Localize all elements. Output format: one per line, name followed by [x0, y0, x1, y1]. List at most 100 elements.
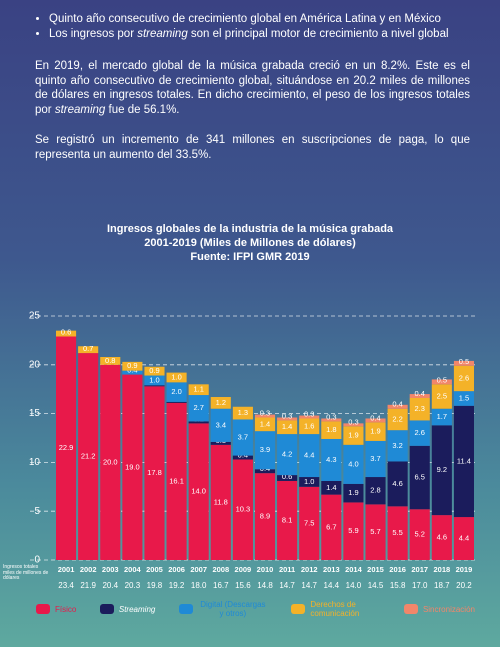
value-label: 1.9	[370, 427, 380, 436]
bar-segment	[56, 336, 77, 560]
total-label: 18.7	[434, 581, 450, 590]
y-tick-label: 25	[29, 311, 41, 322]
bar-segment	[254, 414, 276, 418]
bar-segment	[166, 401, 187, 403]
x-tick-label: 2011	[279, 565, 295, 574]
bar-segment	[188, 423, 209, 560]
bar-segment	[409, 509, 430, 560]
bar-segment	[166, 372, 187, 383]
total-label: 21.9	[80, 581, 96, 590]
x-tick-label: 2013	[323, 565, 340, 574]
bar-segment	[365, 418, 386, 423]
x-tick-label: 2005	[146, 565, 163, 574]
bar-segment	[122, 370, 143, 375]
legend-icon	[178, 604, 193, 614]
bar-segment	[188, 395, 209, 422]
total-label: 18.0	[191, 581, 207, 590]
value-label: 3.7	[370, 454, 380, 463]
bar-segment	[299, 477, 320, 487]
bar-segment	[321, 480, 342, 495]
total-label: 20.3	[125, 581, 141, 590]
bar-segment	[343, 483, 364, 503]
value-label: 2.7	[193, 403, 203, 412]
value-label: 4.3	[326, 455, 336, 464]
bar-segment	[453, 360, 474, 366]
x-tick-label: 2009	[235, 565, 252, 574]
bar-segment	[254, 473, 276, 560]
bar-segment	[299, 418, 320, 435]
bar-segment	[431, 515, 452, 560]
value-label: 1.0	[149, 375, 159, 384]
bar-segment	[254, 431, 276, 470]
legend-label: Sincronización	[422, 604, 475, 614]
bar-segment	[232, 459, 253, 560]
bar-segment	[144, 375, 165, 386]
total-label: 14.5	[368, 581, 384, 590]
legend-icon	[403, 604, 418, 614]
bar-segment	[254, 469, 276, 474]
bar-segment	[299, 434, 320, 478]
value-label: 1.6	[304, 421, 314, 430]
chart-titles: Ingresos globales de la industria de la …	[0, 222, 500, 264]
legend-label: Digital (Descargas y otros)	[200, 600, 266, 618]
value-label: 3.4	[216, 420, 226, 429]
total-label: 19.8	[147, 581, 163, 590]
legend-swatch	[99, 604, 114, 614]
value-label: 1.1	[193, 385, 203, 394]
bar-segment	[210, 444, 231, 560]
chart-source: Fuente: IFPI GMR 2019	[190, 251, 310, 263]
legend-item: Sincronización	[403, 600, 475, 618]
x-tick-label: 2002	[80, 565, 97, 574]
value-label: 1.4	[326, 483, 336, 492]
value-label: 2.0	[171, 387, 181, 396]
value-label: 3.2	[392, 441, 402, 450]
total-label: 15.6	[235, 581, 251, 590]
bar-segment	[387, 430, 408, 462]
value-label: 0.7	[83, 344, 93, 353]
bar-segment	[387, 404, 408, 409]
value-label: 0.6	[282, 472, 292, 481]
value-label: 4.6	[392, 479, 402, 488]
bar-segment	[453, 391, 474, 406]
legend-icon	[36, 604, 50, 614]
value-label: 2.6	[415, 428, 425, 437]
intro: Quinto año consecutivo de crecimiento gl…	[35, 12, 470, 178]
legend-swatch	[178, 604, 193, 614]
total-label: 16.7	[213, 581, 229, 590]
value-label: 1.5	[459, 393, 469, 402]
bar-segment	[365, 422, 386, 441]
x-tick-label: 2001	[58, 565, 75, 574]
emphasis: streaming	[137, 27, 188, 40]
bar-segment	[254, 417, 276, 432]
bar-segment	[343, 502, 364, 560]
value-label: 5.9	[348, 526, 358, 535]
bar-segment	[321, 494, 342, 560]
bar-segment	[343, 426, 364, 445]
bar-segment	[453, 517, 474, 560]
value-label: 0.5	[437, 375, 447, 384]
bar-segment	[188, 384, 209, 396]
value-label: 11.8	[214, 497, 228, 506]
bar-segment	[210, 408, 231, 442]
value-label: 0.4	[415, 389, 425, 398]
value-label: 0.3	[304, 409, 314, 418]
value-label: 22.9	[59, 443, 74, 452]
y-axis-label: Ingresos totales miles de millones de dó…	[3, 564, 49, 581]
bar-segment	[321, 421, 342, 439]
bar-segment	[144, 386, 165, 560]
bar-segment	[365, 504, 386, 560]
value-label: 1.2	[216, 398, 226, 407]
value-label: 1.9	[348, 488, 358, 497]
x-tick-label: 2016	[389, 565, 406, 574]
total-label: 14.7	[301, 581, 317, 590]
bullet: Los ingresos por streaming son el princi…	[49, 27, 470, 42]
text: Los ingresos por	[49, 27, 138, 40]
bar-segment	[343, 423, 364, 427]
x-tick-label: 2010	[257, 565, 274, 574]
x-tick-label: 2003	[102, 565, 119, 574]
value-label: 1.3	[238, 408, 248, 417]
bar-segment	[431, 425, 452, 516]
bar-segment	[144, 385, 165, 387]
value-label: 4.0	[348, 459, 358, 468]
legend-label: Físico	[55, 604, 77, 614]
